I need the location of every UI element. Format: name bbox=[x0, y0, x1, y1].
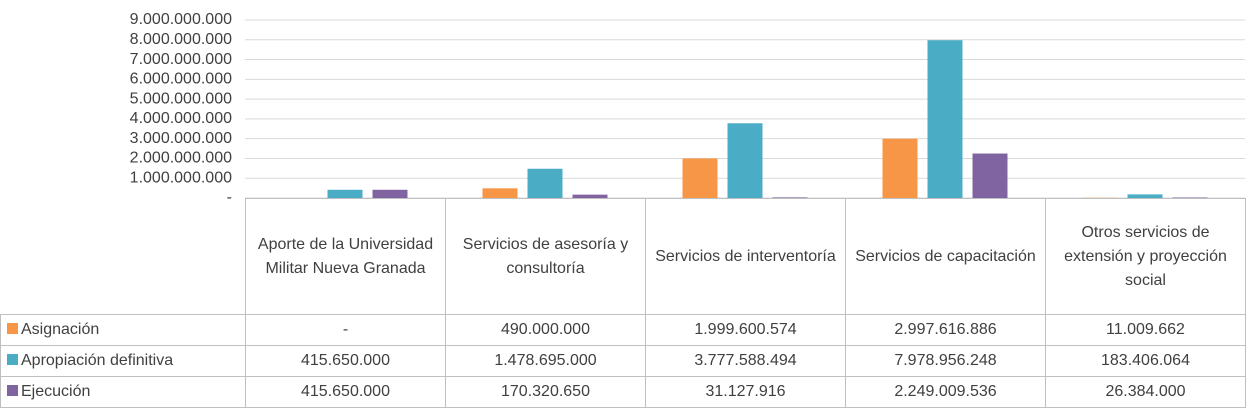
series-row: Apropiación definitiva 415.650.000 1.478.6… bbox=[0, 345, 1246, 377]
value-label: - bbox=[245, 314, 446, 346]
y-tick-label: 9.000.000.000 bbox=[130, 11, 232, 28]
bar bbox=[572, 194, 608, 198]
bar bbox=[1172, 197, 1208, 198]
legend-label: Apropiación definitiva bbox=[21, 352, 174, 369]
value-label: 1.478.695.000 bbox=[445, 345, 646, 377]
legend-entry: Ejecución bbox=[0, 376, 246, 408]
series-row: Asignación -490.000.000 1.999.600.574 2.997… bbox=[0, 314, 1246, 346]
bar bbox=[927, 40, 963, 199]
value-label: 3.777.588.494 bbox=[645, 345, 846, 377]
y-tick-label: 7.000.000.000 bbox=[130, 51, 232, 68]
value-label: 31.127.916 bbox=[645, 376, 846, 408]
bar bbox=[327, 189, 363, 198]
value-label: 2.249.009.536 bbox=[845, 376, 1046, 408]
bar bbox=[1127, 194, 1163, 198]
y-tick-label: 4.000.000.000 bbox=[130, 110, 232, 127]
bar bbox=[727, 123, 763, 198]
y-tick-label: 2.000.000.000 bbox=[130, 150, 232, 167]
corner bbox=[0, 198, 246, 315]
series-row: Ejecución 415.650.000 170.320.650 31.127.91… bbox=[0, 376, 1246, 408]
value-label: 11.009.662 bbox=[1045, 314, 1246, 346]
bar bbox=[882, 138, 918, 198]
y-tick-label: 1.000.000.000 bbox=[130, 169, 232, 186]
value-label: 1.999.600.574 bbox=[645, 314, 846, 346]
legend-label: Asignación bbox=[21, 321, 100, 338]
bar bbox=[682, 158, 718, 198]
value-label: 490.000.000 bbox=[445, 314, 646, 346]
category-label: Servicios de asesoría y consultoría bbox=[445, 198, 646, 315]
bar bbox=[972, 153, 1008, 198]
legend-key bbox=[7, 385, 18, 396]
bar bbox=[482, 188, 518, 198]
data-table: Aporte de la Universidad Militar Nueva G… bbox=[0, 198, 1246, 408]
bar bbox=[527, 168, 563, 198]
category-label: Servicios de capacitación bbox=[845, 198, 1046, 315]
value-label: 415.650.000 bbox=[245, 376, 446, 408]
y-tick-label: 3.000.000.000 bbox=[130, 130, 232, 147]
legend-label: Ejecución bbox=[21, 383, 91, 400]
y-tick-label: 6.000.000.000 bbox=[130, 71, 232, 88]
legend-entry: Asignación bbox=[0, 314, 246, 346]
bar bbox=[772, 197, 808, 198]
value-label: 170.320.650 bbox=[445, 376, 646, 408]
header-row: Aporte de la Universidad Militar Nueva G… bbox=[0, 198, 1246, 315]
value-label: 26.384.000 bbox=[1045, 376, 1246, 408]
category-label: Otros servicios de extensión y proyecció… bbox=[1045, 198, 1246, 315]
legend-key bbox=[7, 354, 18, 365]
value-label: 2.997.616.886 bbox=[845, 314, 1046, 346]
value-label: 415.650.000 bbox=[245, 345, 446, 377]
value-label: 183.406.064 bbox=[1045, 345, 1246, 377]
plot: - 1.000.000.000 2.000.000.000 3.000.000.000… bbox=[130, 11, 1245, 200]
category-label: Aporte de la Universidad Militar Nueva G… bbox=[245, 198, 446, 315]
y-tick-label: - bbox=[227, 189, 232, 200]
value-label: 7.978.956.248 bbox=[845, 345, 1046, 377]
legend-entry: Apropiación definitiva bbox=[0, 345, 246, 377]
y-tick-label: 5.000.000.000 bbox=[130, 90, 232, 107]
bar bbox=[372, 189, 408, 198]
y-tick-label: 8.000.000.000 bbox=[130, 31, 232, 48]
legend-key bbox=[7, 323, 18, 334]
category-label: Servicios de interventoría bbox=[645, 198, 846, 315]
